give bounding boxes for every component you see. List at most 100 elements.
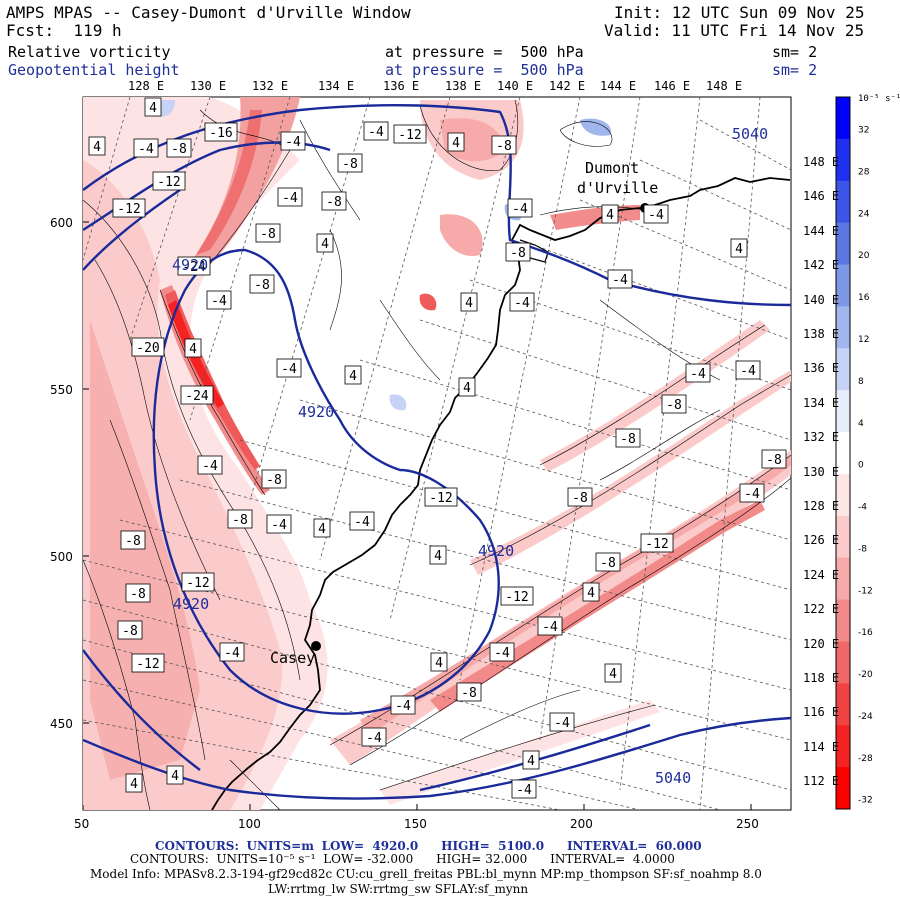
vorticity-value-label: -8 [337,153,363,173]
vorticity-label-box [144,97,162,117]
vorticity-label-box [735,360,761,380]
top-longitude-label: 148 E [706,79,743,93]
y-tick-label: 600 [50,216,73,230]
vorticity-label-text: 4 [587,586,595,601]
vorticity-value-label: -4 [349,511,375,531]
vorticity-label-box [249,274,275,294]
vorticity-value-label: -8 [761,449,787,469]
vorticity-label-text: -4 [366,731,382,746]
colorbar-swatch [836,515,850,559]
vorticity-label-box [177,256,211,276]
vorticity-label-text: -8 [600,556,616,571]
vorticity-label-text: -8 [232,513,248,528]
vorticity-label-text: 4 [93,140,101,155]
casey-station-marker [311,641,321,651]
height-label: 4920 [173,595,210,613]
vorticity-label-box [131,337,165,357]
colorbar-swatch [836,432,850,475]
vorticity-label-box [604,663,622,683]
colorbar-label: -20 [858,670,873,680]
vorticity-value-label: 4 [522,750,540,770]
vorticity-label-text: -8 [766,453,782,468]
vorticity-label-box [390,695,416,715]
vorticity-label-text: -12 [429,491,452,506]
x-tick-label: 150 [404,817,427,831]
vorticity-value-label: 4 [88,136,106,156]
vorticity-label-box [393,124,427,144]
forecast-hour: Fcst: 119 h [6,21,122,40]
vorticity-value-label: -4 [489,642,515,662]
vorticity-value-label: -4 [361,727,387,747]
vorticity-value-label: -4 [537,616,563,636]
height-label: 5040 [732,125,769,143]
vorticity-label-box [430,652,448,672]
vorticity-label-text: -8 [122,624,138,639]
height-label: 5040 [655,769,692,787]
vorticity-label-text: 4 [130,777,138,792]
vorticity-label-text: 4 [171,769,179,784]
vorticity-value-label: -4 [206,290,232,310]
height-label: 4920 [172,256,209,274]
footer-height-label: CONTOURS: [155,839,239,853]
vorticity-value-label: -24 [180,385,214,405]
vorticity-label-box [522,750,540,770]
vorticity-label-box [152,171,186,191]
vorticity-label-box [739,483,765,503]
height-label: 4920 [478,542,515,560]
right-latitude-label: 132 E [803,430,840,445]
y-tick-label: 450 [50,717,73,731]
colorbar-swatch [836,264,850,307]
vorticity-label-text: -12 [186,576,209,591]
right-latitude-label: 124 E [803,567,840,582]
vorticity-label-box [197,455,223,475]
top-longitude-label: 132 E [252,79,289,93]
vorticity-label-box [537,616,563,636]
vorticity-value-label: -12 [640,533,674,553]
vorticity-value-label: -8 [505,242,531,262]
vorticity-label-box [730,238,748,258]
vorticity-value-label: -4 [507,198,533,218]
vorticity-label-box [447,132,465,152]
vorticity-label-text: -12 [505,590,528,605]
colorbar-swatch [836,138,850,182]
vorticity-label-box [321,191,347,211]
right-latitude-label: 140 E [803,292,840,307]
vorticity-label-box [640,533,674,553]
vorticity-label-box [500,586,534,606]
vorticity-label-box [567,487,593,507]
colorbar-swatch [836,348,850,391]
vorticity-label-box [429,545,447,565]
top-longitude-label: 142 E [549,79,586,93]
field1-name: Relative vorticity [8,43,171,61]
vorticity-label-text: -4 [494,646,510,661]
vorticity-label-text: -8 [666,398,682,413]
right-latitude-label: 118 E [803,671,840,685]
right-latitude-label: 146 E [803,189,840,204]
vorticity-value-label: -12 [152,171,186,191]
colorbar-swatch [836,641,850,684]
vorticity-value-label: 4 [144,97,162,117]
vorticity-label-box [180,385,214,405]
vorticity-value-label: 4 [601,204,619,224]
vorticity-label-text: -20 [136,341,159,356]
vorticity-value-label: -8 [227,509,253,529]
vorticity-value-label: 4 [316,233,334,253]
top-longitude-label: 144 E [600,79,637,93]
vorticity-label-text: -4 [285,135,301,150]
vorticity-label-box [112,198,146,218]
colorbar-label: -8 [858,544,867,554]
y-tick-label: 550 [50,383,73,397]
vorticity-label-text: -8 [510,246,526,261]
vorticity-label-box [204,122,238,142]
vorticity-label-text: -12 [398,128,421,143]
vorticity-value-label: -4 [133,138,159,158]
colorbar-label: 4 [858,419,864,429]
vorticity-labels: 44 -4 -8-16-4-4 -124 -8-12-12-4 -8-8-84-4 4 -4-… [88,97,787,799]
vorticity-label-box [643,204,669,224]
footer-height-interval: INTERVAL= 60.000 [566,839,702,853]
vorticity-label-text: -4 [554,716,570,731]
vorticity-value-label: -4 [363,121,389,141]
vorticity-label-text: 4 [735,242,743,257]
vorticity-label-text: -4 [354,515,370,530]
vorticity-label-box [349,511,375,531]
